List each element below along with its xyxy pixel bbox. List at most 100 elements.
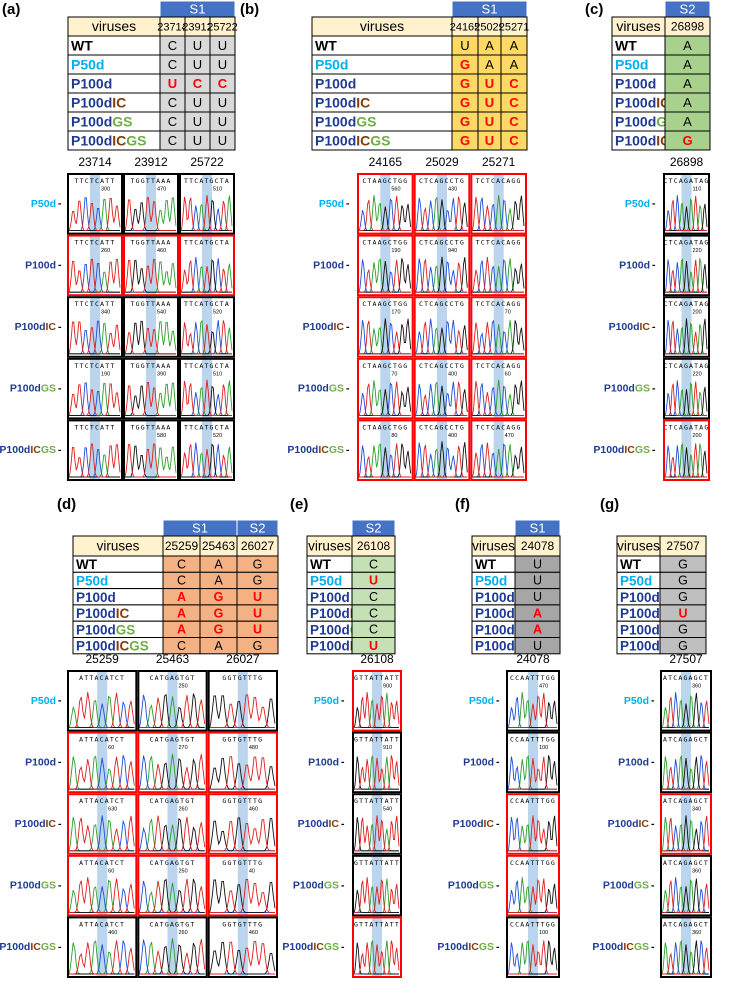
trace-frame bbox=[123, 173, 179, 235]
name-part: IC bbox=[116, 606, 130, 621]
virus-name: P100d bbox=[619, 259, 650, 271]
virus-name: P100dGS bbox=[293, 879, 339, 891]
position-number: 940 bbox=[448, 248, 457, 254]
position-number: 220 bbox=[693, 371, 702, 377]
base-calls: CCAATTTGG bbox=[510, 859, 556, 867]
trace bbox=[124, 197, 176, 232]
virus-name: P100d bbox=[475, 589, 515, 604]
base-calls: CTAAGCTGG bbox=[362, 362, 408, 370]
trace bbox=[181, 385, 232, 416]
trace bbox=[359, 443, 412, 478]
name-part: P100d bbox=[10, 382, 41, 394]
label-dash: - bbox=[651, 695, 655, 707]
position-number: 360 bbox=[692, 930, 701, 936]
base-calls: GGTGTTTG bbox=[222, 674, 263, 682]
value: C bbox=[369, 606, 378, 620]
highlight-band bbox=[202, 175, 212, 233]
highlight-band bbox=[681, 359, 692, 418]
value: A bbox=[485, 38, 494, 53]
value: U bbox=[485, 95, 494, 110]
value: C bbox=[509, 95, 519, 110]
trace bbox=[662, 947, 710, 975]
base-calls: CTCAGATAG bbox=[663, 300, 709, 308]
panel-label: (d) bbox=[57, 496, 76, 513]
highlight-band bbox=[146, 236, 156, 295]
name-part: IC bbox=[356, 132, 370, 148]
position-number: 110 bbox=[693, 186, 702, 192]
label-dash: - bbox=[496, 756, 500, 768]
base-calls: CTAAGCTGG bbox=[362, 177, 408, 185]
trace bbox=[415, 441, 468, 478]
name-part: P100d bbox=[76, 622, 116, 637]
virus-name: P50d bbox=[625, 198, 650, 210]
value: G bbox=[460, 95, 470, 110]
trace-frame bbox=[470, 173, 528, 235]
virus-name: P100dICGS bbox=[592, 941, 649, 953]
base-calls: TCTCACAGG bbox=[476, 362, 522, 370]
virus-name: P100d bbox=[620, 589, 660, 604]
trace bbox=[354, 877, 400, 913]
value: C bbox=[369, 590, 378, 604]
trace-column-label: 25029 bbox=[425, 155, 459, 169]
value-cell bbox=[664, 130, 711, 151]
name-part: P50d bbox=[615, 56, 648, 72]
trace-column-label: 25463 bbox=[156, 652, 190, 666]
column-header: 26108 bbox=[357, 539, 391, 553]
group-label: S1 bbox=[482, 1, 498, 16]
value: U bbox=[460, 38, 469, 53]
name-part: P100d bbox=[620, 589, 660, 604]
group-label: S2 bbox=[250, 520, 266, 535]
trace-frame bbox=[137, 793, 208, 855]
value: A bbox=[510, 57, 519, 72]
trace bbox=[665, 195, 707, 232]
value: U bbox=[193, 57, 202, 72]
value: C bbox=[177, 639, 186, 653]
base-calls: CTCAGATAG bbox=[663, 177, 709, 185]
base-calls: ATTACATCT bbox=[79, 736, 125, 744]
name-part: P100d bbox=[71, 132, 112, 148]
label-dash: - bbox=[496, 879, 500, 891]
highlight-band bbox=[437, 421, 447, 479]
virus-name: WT bbox=[76, 557, 98, 572]
trace-frame bbox=[413, 234, 471, 297]
value: G bbox=[682, 133, 692, 148]
trace bbox=[662, 815, 710, 852]
column-header: 25722 bbox=[207, 21, 238, 33]
name-part: GS bbox=[116, 622, 136, 637]
trace bbox=[471, 442, 524, 478]
trace-frame bbox=[660, 854, 712, 917]
panel-label: (e) bbox=[290, 496, 308, 513]
name-part: P100d bbox=[71, 94, 112, 110]
trace bbox=[353, 707, 399, 729]
value: G bbox=[460, 76, 470, 91]
highlight-band bbox=[167, 672, 178, 730]
highlight-band bbox=[237, 672, 248, 730]
name-part: GS bbox=[356, 113, 376, 129]
position-number: 170 bbox=[391, 310, 400, 316]
name-part: WT bbox=[76, 557, 98, 572]
trace bbox=[209, 695, 276, 729]
panel-label: (g) bbox=[600, 496, 619, 513]
name-part: P100d bbox=[25, 259, 56, 271]
label-dash: - bbox=[58, 818, 62, 830]
group-label: S1 bbox=[530, 520, 546, 535]
name-part: P100d bbox=[315, 75, 356, 91]
base-calls: TTCTCATT bbox=[75, 300, 116, 308]
trace bbox=[353, 817, 399, 852]
base-calls: CTAAGCTGG bbox=[362, 423, 408, 431]
position-number: 460 bbox=[157, 248, 166, 254]
highlight-band bbox=[528, 856, 538, 915]
position-number: 520 bbox=[213, 310, 222, 316]
base-calls: ATCAGAGCT bbox=[663, 920, 709, 928]
name-part: GS bbox=[126, 132, 146, 148]
trace bbox=[209, 819, 275, 852]
position-number: 460 bbox=[249, 930, 258, 936]
virus-name: P100dICGS bbox=[282, 941, 339, 953]
position-number: 340 bbox=[692, 807, 701, 813]
highlight-band bbox=[681, 672, 691, 730]
virus-name: P100dICGS bbox=[315, 132, 390, 148]
virus-name: P100dIC bbox=[76, 606, 130, 621]
trace-column-label: 26108 bbox=[360, 652, 394, 666]
position-number: 400 bbox=[448, 433, 457, 439]
trace bbox=[181, 443, 232, 478]
